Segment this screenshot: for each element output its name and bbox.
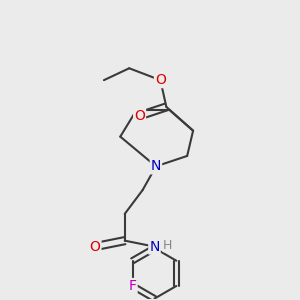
Text: N: N [151, 159, 161, 173]
Text: O: O [155, 73, 166, 87]
Text: N: N [149, 240, 160, 254]
Text: F: F [129, 279, 136, 293]
Text: O: O [134, 109, 145, 123]
Text: H: H [163, 238, 172, 252]
Text: O: O [90, 240, 101, 254]
